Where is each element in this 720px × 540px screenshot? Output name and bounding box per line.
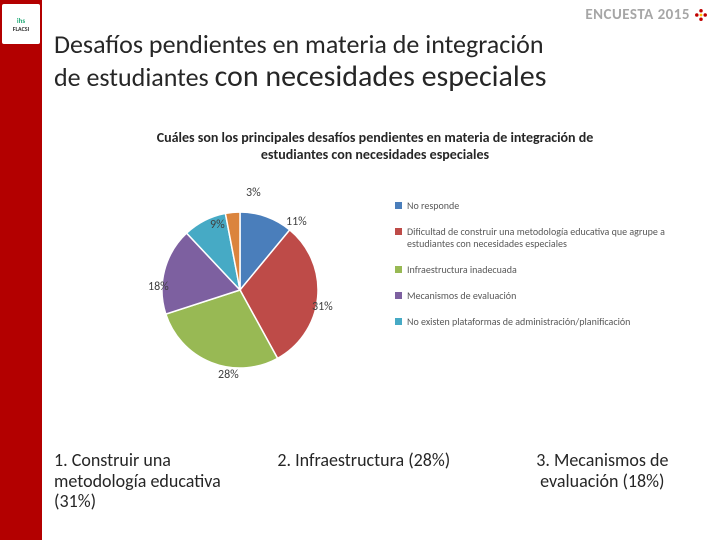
- chart-subtitle: Cuáles son los principales desafíos pend…: [150, 130, 600, 164]
- pie-chart: 11% 31% 28% 18% 9% 3%: [140, 180, 340, 380]
- legend-swatch: [395, 266, 402, 273]
- legend-item: No responde: [395, 200, 695, 212]
- pie-pct-label: 3%: [246, 186, 261, 200]
- org-logo: ihs FLACSI: [2, 4, 40, 44]
- legend-item: Dificultad de construir una metodología …: [395, 226, 695, 250]
- legend-text: Mecanismos de evaluación: [407, 290, 516, 302]
- legend-item: No existen plataformas de administración…: [395, 316, 695, 328]
- legend-swatch: [395, 292, 402, 299]
- legend-text: No responde: [407, 200, 459, 212]
- flower-icon: [694, 8, 708, 22]
- legend-text: Infraestructura inadecuada: [407, 264, 517, 276]
- title-line1: Desafíos pendientes en materia de integr…: [54, 28, 544, 60]
- legend-item: Infraestructura inadecuada: [395, 264, 695, 276]
- pie-pct-label: 11%: [286, 215, 307, 229]
- legend-swatch: [395, 318, 402, 325]
- logo-bottom-text: FLACSI: [13, 25, 29, 33]
- legend-item: Mecanismos de evaluación: [395, 290, 695, 302]
- legend-swatch: [395, 228, 402, 235]
- pie-pct-label: 18%: [148, 280, 169, 294]
- chart-legend: No responde Dificultad de construir una m…: [395, 200, 695, 342]
- summary-item-2: 2. Infraestructura (28%): [277, 450, 480, 512]
- summary-item-3: 3. Mecanismos de evaluación (18%): [501, 450, 704, 512]
- pie-svg: [160, 210, 320, 370]
- legend-text: Dificultad de construir una metodología …: [407, 226, 695, 250]
- pie-pct-label: 31%: [312, 300, 333, 314]
- title-line2b: con necesidades especiales: [215, 58, 547, 95]
- pie-pct-label: 9%: [210, 218, 225, 232]
- left-red-bar: [0, 0, 42, 540]
- title-line2a: de estudiantes: [54, 61, 215, 93]
- page-title: Desafíos pendientes en materia de integr…: [54, 30, 694, 94]
- summary-item-1: 1. Construir una metodología educativa (…: [54, 450, 257, 512]
- survey-label-text: ENCUESTA 2015: [585, 6, 690, 24]
- legend-swatch: [395, 202, 402, 209]
- pie-pct-label: 28%: [218, 368, 239, 382]
- survey-label: ENCUESTA 2015: [585, 6, 708, 24]
- legend-text: No existen plataformas de administración…: [407, 316, 630, 328]
- bottom-summary: 1. Construir una metodología educativa (…: [54, 450, 704, 512]
- logo-top-text: ihs: [17, 16, 25, 25]
